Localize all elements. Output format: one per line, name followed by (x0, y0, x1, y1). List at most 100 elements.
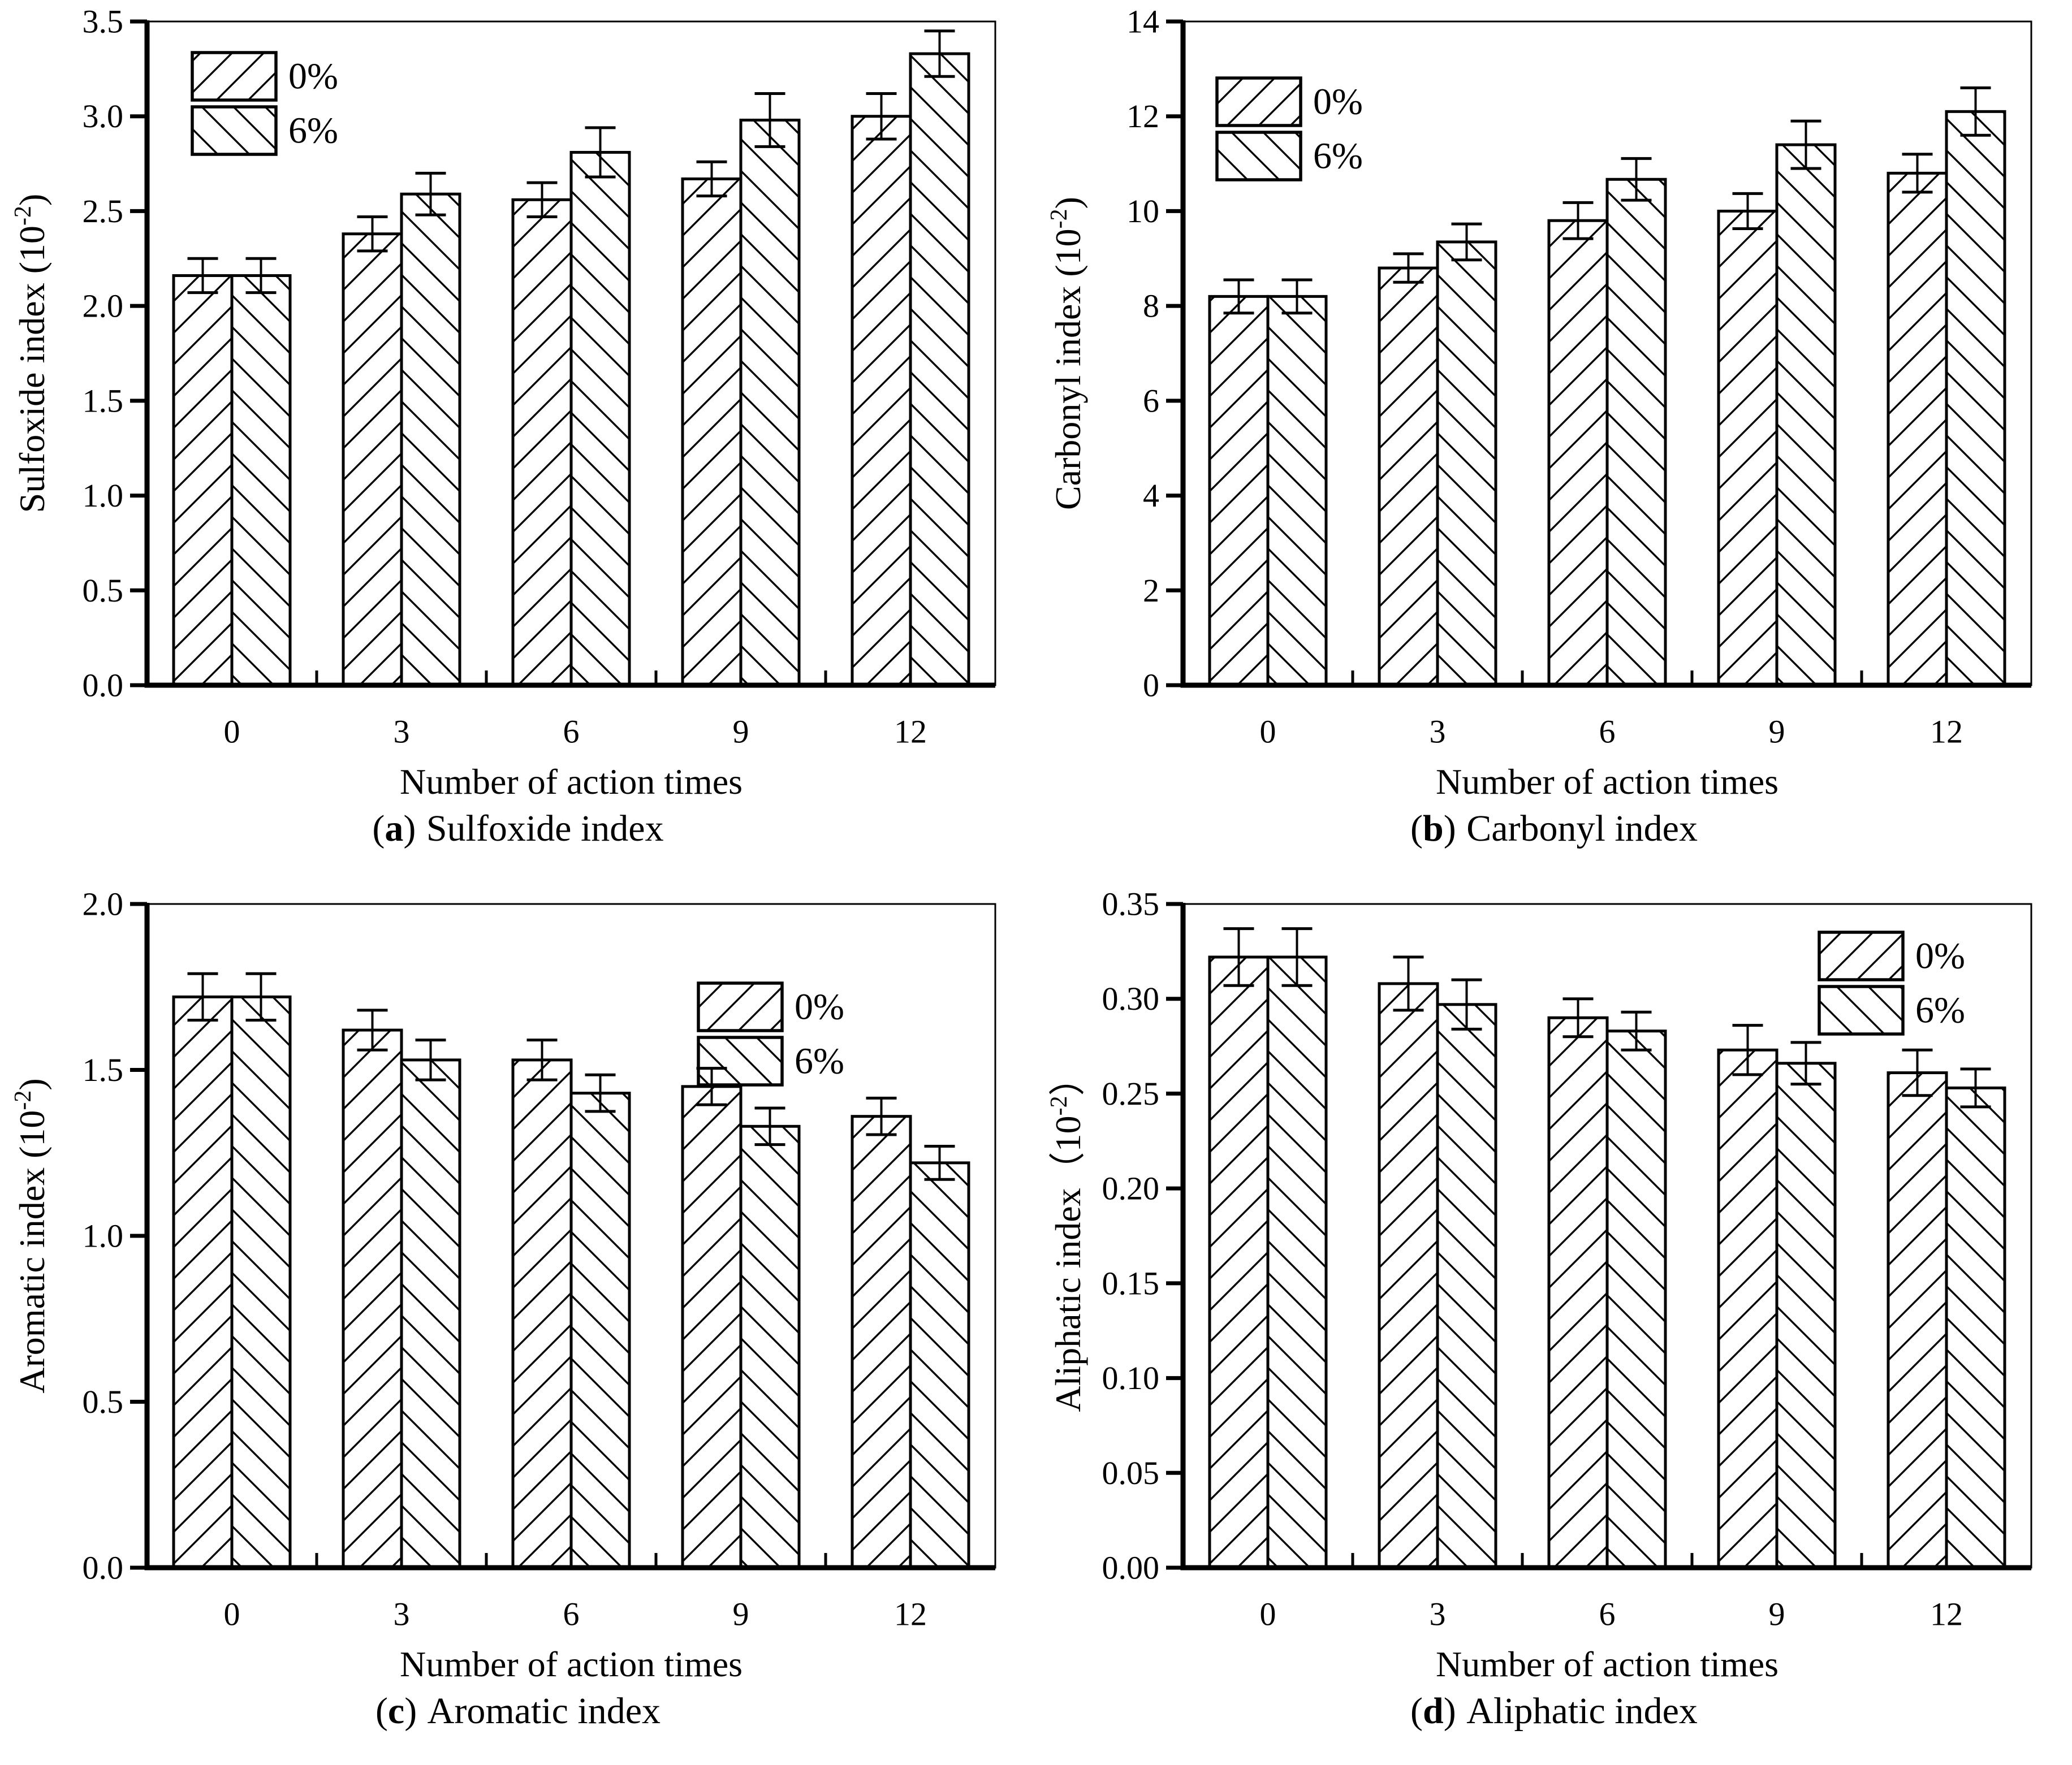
bar (1208, 295, 1270, 687)
error-bar (415, 1039, 446, 1082)
y-tick-label: 8 (1143, 288, 1159, 325)
error-bar (1223, 927, 1254, 987)
bar (400, 1058, 461, 1569)
error-bar (1451, 222, 1482, 262)
chart-caption-d: (d) Aliphatic index (1036, 1690, 2072, 1733)
x-axis: 0 3 6 9 12 (224, 670, 927, 750)
error-bar (1621, 1010, 1652, 1052)
caption-title: Aliphatic index (1466, 1690, 1698, 1732)
bar (739, 118, 801, 687)
bar (342, 1028, 403, 1569)
error-bar (526, 1039, 558, 1082)
x-axis: 0 3 6 9 12 (224, 1553, 927, 1633)
bar (1436, 240, 1497, 687)
legend-label-6%: 6% (795, 1041, 844, 1082)
legend-label-0%: 0% (795, 987, 844, 1028)
error-bar (1451, 978, 1482, 1031)
error-bar (415, 171, 446, 217)
y-tick-label: 0.5 (83, 572, 124, 609)
x-tick-label: 3 (1430, 1596, 1446, 1633)
y-tick-label: 1.0 (83, 477, 124, 514)
x-axis-title: Number of action times (400, 762, 743, 802)
aromatic-plot-area: 0.0 0.5 1.0 1.5 2.0 0 3 6 9 12 Number of action ti… (10, 886, 996, 1684)
x-tick-label: 0 (1260, 1596, 1276, 1633)
aliphatic-plot-area: 0.00 0.05 0.10 0.15 0.20 0.25 0.30 0.35 0 3 6 9 12 Nu… (1046, 886, 2032, 1684)
caption-title: Sulfoxide index (426, 808, 664, 849)
error-bar (1960, 86, 1991, 137)
error-bar (1562, 201, 1594, 240)
legend: 0%6% (697, 981, 844, 1087)
error-bar (526, 181, 558, 218)
bar (851, 115, 912, 687)
caption-open-paren: ( (372, 808, 385, 849)
error-bar (1960, 1067, 1991, 1109)
bar (172, 995, 234, 1569)
bar (1717, 209, 1779, 687)
error-bar (866, 1096, 897, 1136)
bar (1605, 1029, 1667, 1569)
bar (230, 995, 292, 1569)
bar (1547, 1016, 1609, 1569)
y-tick-label: 6 (1143, 382, 1159, 419)
y-tick-label: 0.0 (83, 667, 124, 704)
x-tick-label: 3 (394, 713, 410, 750)
y-tick-label: 12 (1126, 98, 1159, 135)
legend-swatch-6% (697, 1036, 784, 1087)
x-tick-label: 6 (1599, 1596, 1616, 1633)
error-bar (866, 92, 897, 141)
legend-label-0%: 0% (288, 56, 338, 97)
bar (400, 192, 461, 687)
chart-aliphatic-index: 0.00 0.05 0.10 0.15 0.20 0.25 0.30 0.35 0 3 6 9 12 Nu… (1036, 882, 2072, 1765)
x-tick-label: 9 (733, 1596, 749, 1633)
y-tick-label: 14 (1126, 3, 1159, 40)
legend-label-6%: 6% (1915, 990, 1965, 1031)
caption-close-paren: ) (404, 1690, 417, 1732)
bar (230, 274, 292, 687)
bar (1887, 171, 1948, 687)
bar (1717, 1048, 1779, 1569)
error-bar (1790, 119, 1821, 170)
bar (1775, 143, 1837, 687)
error-bar (585, 126, 616, 179)
legend: 0%6% (191, 51, 338, 156)
caption-open-paren: ( (1410, 1690, 1423, 1732)
bar-series-6% (1266, 86, 2006, 687)
legend-label-0%: 0% (1915, 936, 1965, 977)
y-tick-label: 0.20 (1102, 1170, 1160, 1207)
y-tick-label: 0.00 (1102, 1550, 1160, 1586)
error-bar (1393, 955, 1424, 1012)
y-tick-label: 3.0 (83, 98, 124, 135)
y-axis: 0 2 4 6 8 10 12 14 (1126, 3, 1183, 704)
y-tick-label: 3.5 (83, 3, 124, 40)
x-tick-label: 3 (394, 1596, 410, 1633)
error-bar (1902, 153, 1933, 194)
caption-title: Aromatic index (427, 1690, 661, 1732)
error-bar (1281, 927, 1313, 987)
chart-aromatic-index: 0.0 0.5 1.0 1.5 2.0 0 3 6 9 12 Number of action ti… (0, 882, 1036, 1765)
y-tick-label: 0.0 (83, 1550, 124, 1586)
legend-label-0%: 0% (1313, 81, 1363, 123)
chart-caption-a: (a) Sulfoxide index (0, 807, 1036, 850)
legend: 0%6% (1215, 76, 1363, 181)
bar (909, 52, 970, 687)
carbonyl-plot-area: 0 2 4 6 8 10 12 14 0 3 6 9 12 Number of action times C… (1046, 3, 2032, 802)
caption-open-paren: ( (1410, 808, 1423, 849)
x-axis-title: Number of action times (1436, 1644, 1779, 1684)
y-tick-label: 0 (1143, 667, 1159, 704)
y-tick-label: 2 (1143, 572, 1159, 609)
error-bar (245, 972, 277, 1022)
caption-close-paren: ) (403, 808, 416, 849)
bar (1887, 1071, 1948, 1569)
bar (1945, 1086, 2006, 1569)
caption-letter: c (387, 1690, 405, 1732)
caption-letter: a (385, 808, 404, 849)
legend-swatch-0% (1215, 76, 1302, 127)
y-tick-label: 1.0 (83, 1218, 124, 1254)
x-axis: 0 3 6 9 12 (1260, 670, 1963, 750)
x-axis-title: Number of action times (400, 1644, 743, 1684)
chart-caption-b: (b) Carbonyl index (1036, 807, 2072, 850)
bar (569, 1092, 631, 1569)
chart-carbonyl-index: 0 2 4 6 8 10 12 14 0 3 6 9 12 Number of action times C… (1036, 0, 2072, 882)
bar-series-0% (172, 972, 912, 1569)
y-tick-label: 2.0 (83, 288, 124, 325)
